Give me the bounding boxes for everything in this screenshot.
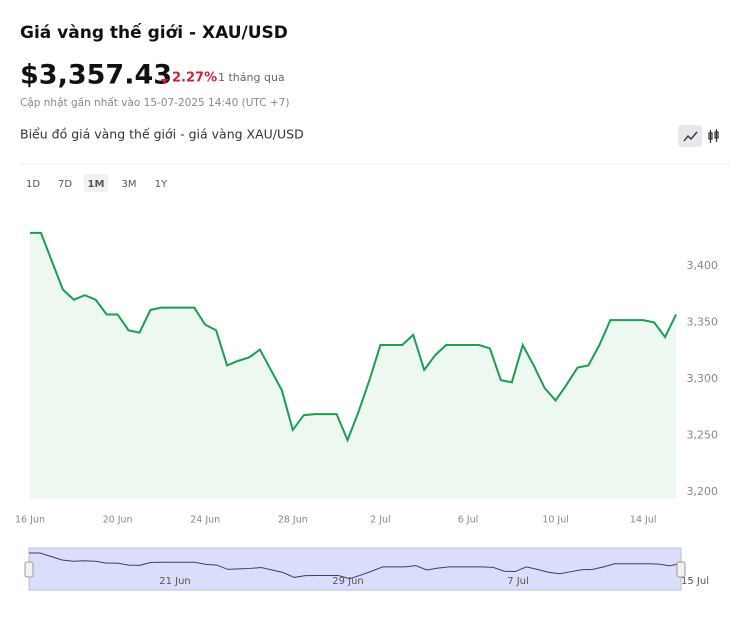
chart-title: Biểu đồ giá vàng thế giới - giá vàng XAU…: [20, 127, 304, 142]
range-button[interactable]: 7D: [58, 179, 72, 190]
x-tick-label: 2 Jul: [370, 515, 391, 526]
y-tick-label: 3,300: [687, 372, 719, 385]
navigator-handle[interactable]: [676, 561, 686, 578]
line-icon: [683, 131, 698, 142]
range-button[interactable]: 1Y: [155, 179, 168, 190]
updated: Cập nhật gần nhất vào 15-07-2025 14:40 (…: [20, 97, 289, 109]
down-arrow: [161, 79, 168, 84]
range-button[interactable]: 3M: [122, 179, 137, 190]
navigator-label: 29 Jun: [332, 576, 364, 587]
x-tick-label: 28 Jun: [278, 515, 308, 526]
x-tick-label: 14 Jul: [630, 515, 657, 526]
y-tick-label: 3,200: [687, 485, 719, 498]
range-button[interactable]: 1D: [26, 179, 40, 190]
period: 1 tháng qua: [218, 71, 285, 84]
y-tick-label: 3,350: [687, 315, 719, 328]
area: [30, 232, 677, 500]
navigator-handle[interactable]: [24, 561, 34, 578]
x-tick-label: 16 Jun: [15, 515, 45, 526]
y-tick-label: 3,250: [687, 429, 719, 442]
page-title: Giá vàng thế giới - XAU/USD: [20, 22, 288, 43]
y-tick-label: 3,400: [687, 259, 719, 272]
change: 2.27%: [172, 71, 217, 86]
navigator-label: 15 Jul: [681, 576, 709, 587]
candle-icon[interactable]: [708, 129, 719, 143]
navigator-label: 7 Jul: [507, 576, 529, 587]
line-view-button[interactable]: [678, 125, 702, 147]
price: $3,357.43: [20, 60, 172, 91]
navigator-line: [29, 552, 682, 580]
x-tick-label: 24 Jun: [190, 515, 220, 526]
x-tick-label: 20 Jun: [103, 515, 133, 526]
active-range-bg: [84, 174, 108, 192]
navigator-label: 21 Jun: [159, 576, 191, 587]
line: [30, 231, 677, 443]
x-tick-label: 10 Jul: [542, 515, 569, 526]
range-button[interactable]: 1M: [88, 179, 105, 190]
x-tick-label: 6 Jul: [458, 515, 479, 526]
